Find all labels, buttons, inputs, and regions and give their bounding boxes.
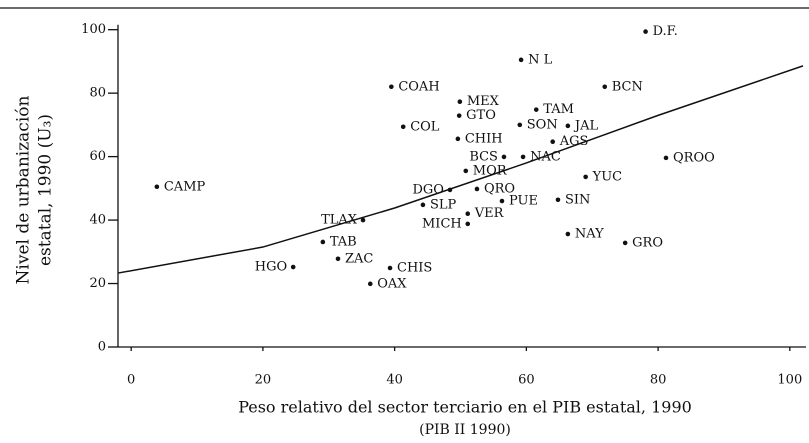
point-label: MEX xyxy=(467,94,500,109)
point-label: BCS xyxy=(469,149,498,164)
point-label: PUE xyxy=(509,194,538,209)
point-label: NAY xyxy=(575,227,604,242)
point-label: DGO xyxy=(412,182,443,197)
point xyxy=(499,198,505,204)
y-axis-label: Nivel de urbanización xyxy=(14,96,34,285)
point-label: YUC xyxy=(592,169,623,184)
point-label: QROO xyxy=(673,150,715,165)
y-axis-label: estatal, 1990 (U₃) xyxy=(36,114,56,266)
y-tick-label: 100 xyxy=(81,22,106,37)
point xyxy=(643,29,648,34)
point xyxy=(400,124,406,130)
point xyxy=(520,154,526,160)
point-label: BCN xyxy=(612,79,643,94)
point xyxy=(389,84,394,90)
x-tick-label: 100 xyxy=(777,373,802,388)
point xyxy=(565,123,571,129)
point xyxy=(367,281,373,287)
y-tick-label: 40 xyxy=(89,213,106,228)
point xyxy=(663,155,669,161)
x-tick-label: 20 xyxy=(255,373,272,388)
point xyxy=(335,256,341,262)
point-label: N L xyxy=(528,52,553,67)
point-label: GTO xyxy=(466,108,496,123)
x-tick-label: 80 xyxy=(650,373,667,388)
point-label: TAB xyxy=(330,234,357,249)
point xyxy=(387,265,393,271)
point xyxy=(602,84,608,90)
point-label: GRO xyxy=(632,235,663,250)
point-label: QRO xyxy=(484,181,515,196)
point-label: TLAX xyxy=(321,213,358,228)
point-label: CHIH xyxy=(465,131,503,146)
point xyxy=(154,184,160,190)
point xyxy=(290,264,296,270)
x-tick-label: 60 xyxy=(518,373,535,388)
point-label: JAL xyxy=(573,118,599,133)
x-axis-label: Peso relativo del sector terciario en el… xyxy=(238,398,692,417)
point-label: COL xyxy=(410,119,440,134)
point xyxy=(420,202,426,208)
y-tick-label: 80 xyxy=(89,86,106,101)
point xyxy=(501,154,507,160)
y-tick-label: 60 xyxy=(89,149,106,164)
point xyxy=(447,187,453,193)
point xyxy=(518,57,524,63)
point xyxy=(456,113,462,118)
point xyxy=(517,122,523,128)
point-label: ZAC xyxy=(345,251,373,266)
point-label: SON xyxy=(527,117,558,132)
point-label: SIN xyxy=(565,192,590,207)
point-label: SLP xyxy=(430,197,457,212)
point-label: NAC xyxy=(530,149,561,164)
point xyxy=(463,168,469,174)
x-axis-label: (PIB II 1990) xyxy=(419,422,511,438)
point xyxy=(360,217,366,223)
point-label: CAMP xyxy=(164,179,206,194)
point xyxy=(474,186,480,192)
point xyxy=(550,139,556,145)
fit-line xyxy=(117,65,804,274)
point xyxy=(465,221,471,227)
point-label: CHIS xyxy=(397,260,432,275)
point-label: MOR xyxy=(473,163,508,178)
point-label: AGS xyxy=(559,134,589,149)
point-label: D.F. xyxy=(653,24,678,39)
point xyxy=(565,231,571,237)
y-tick-label: 20 xyxy=(89,276,106,291)
point-label: COAH xyxy=(398,79,439,94)
point-label: TAM xyxy=(543,102,574,117)
point xyxy=(455,136,461,142)
point xyxy=(320,239,326,245)
point xyxy=(457,99,463,105)
point xyxy=(583,174,588,180)
point xyxy=(465,211,471,217)
y-tick-label: 0 xyxy=(98,340,106,355)
point-label: OAX xyxy=(377,276,407,291)
point xyxy=(555,197,561,203)
x-tick-label: 0 xyxy=(127,373,135,388)
point xyxy=(533,107,539,112)
point-label: VER xyxy=(474,206,505,221)
point-label: HGO xyxy=(255,260,287,275)
x-tick-label: 40 xyxy=(386,373,403,388)
point xyxy=(622,240,628,246)
point-label: MICH xyxy=(422,216,462,231)
